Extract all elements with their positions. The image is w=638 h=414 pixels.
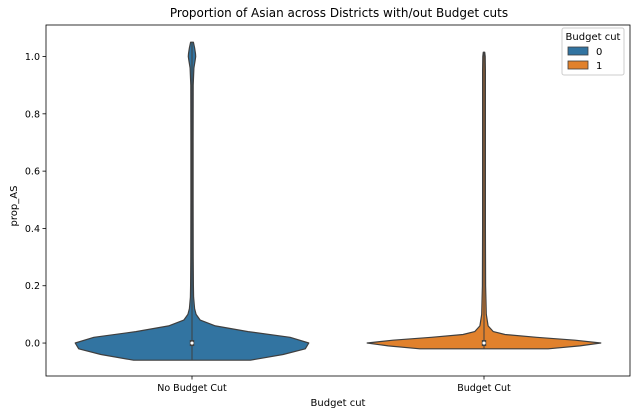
x-axis-label: Budget cut [311, 398, 366, 409]
plot-frame [45, 24, 631, 377]
legend-swatch [567, 46, 589, 56]
legend-swatch [567, 60, 589, 70]
legend-label: 0 [596, 47, 602, 58]
legend: Budget cut 0 1 [561, 27, 625, 76]
y-axis-label: prop_AS [9, 186, 20, 227]
y-tick-label: 0.4 [25, 224, 40, 235]
violin-median [482, 341, 486, 345]
plot-area: 0.0 0.2 0.4 0.6 0.8 1.0 No Budget Cut Budget Cu… [25, 24, 631, 394]
legend-label: 1 [596, 61, 602, 72]
x-tick-label: No Budget Cut [157, 383, 227, 394]
chart-title: Proportion of Asian across Districts wit… [170, 6, 508, 20]
y-tick-label: 0.8 [25, 109, 40, 120]
y-tick-label: 1.0 [25, 52, 40, 63]
violin-median [190, 341, 194, 345]
legend-title: Budget cut [566, 32, 621, 43]
x-tick-label: Budget Cut [457, 383, 511, 394]
y-tick-label: 0.2 [25, 281, 40, 292]
y-tick-label: 0.0 [25, 339, 40, 350]
y-tick-label: 0.6 [25, 167, 40, 178]
